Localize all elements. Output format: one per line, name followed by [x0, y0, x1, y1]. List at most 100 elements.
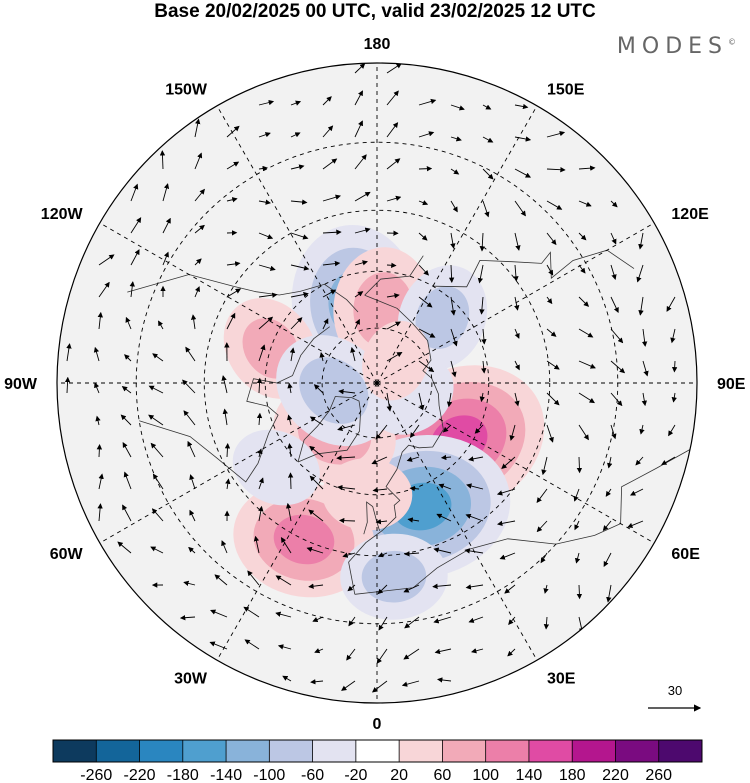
wind-vector — [418, 264, 430, 276]
wind-vector — [641, 328, 648, 347]
wind-vector — [338, 388, 356, 395]
wind-vector — [378, 616, 388, 631]
colorbar-tick-label: -260 — [80, 767, 112, 783]
wind-vector — [507, 648, 516, 657]
wind-vector — [151, 508, 164, 522]
wind-vector — [277, 644, 292, 650]
wind-vector — [576, 584, 583, 600]
wind-vector — [418, 131, 435, 138]
wind-vector — [404, 551, 420, 557]
wind-vector — [290, 199, 308, 205]
wind-vector — [258, 316, 274, 330]
wind-vector — [221, 540, 228, 554]
wind-vector — [450, 168, 460, 175]
wind-vector — [481, 328, 487, 345]
wind-vector — [194, 152, 203, 170]
wind-vector — [386, 262, 397, 268]
wind-vector — [573, 488, 580, 502]
colorbar: -260 -220 -180 -140 -100 -60 -20 20 60 100 140 180 2… — [52, 739, 703, 783]
wind-vector — [610, 264, 617, 280]
wind-vector — [546, 232, 557, 246]
wind-vector — [377, 584, 388, 595]
wind-vector — [436, 513, 452, 522]
wind-vector — [386, 63, 402, 74]
wind-vector — [183, 410, 196, 426]
wind-vector — [574, 552, 581, 564]
longitude-label: 180 — [364, 36, 391, 53]
wind-vector — [450, 136, 462, 142]
wind-vector — [546, 328, 557, 337]
colorbar-tick-label: -60 — [301, 767, 324, 783]
coastline — [348, 294, 444, 595]
wind-vector — [578, 264, 586, 274]
wind-vector — [123, 471, 132, 490]
wind-vector — [574, 520, 580, 531]
wind-vector — [437, 677, 452, 683]
colorbar-tick-label: 260 — [645, 767, 672, 783]
wind-vector — [308, 509, 324, 522]
anomaly-contour — [299, 357, 369, 424]
wind-vector — [66, 343, 72, 362]
wind-vector — [209, 641, 228, 650]
wind-vector — [337, 484, 356, 491]
wind-vector — [125, 316, 132, 330]
wind-vector — [148, 385, 164, 394]
wind-vector — [98, 254, 115, 266]
wind-vector — [418, 296, 433, 308]
wind-vector — [371, 680, 388, 693]
wind-vector — [450, 360, 457, 378]
wind-vector — [635, 456, 644, 466]
wind-vector — [482, 168, 494, 180]
wind-vector — [403, 648, 420, 660]
colorbar-tick-label: -140 — [210, 767, 242, 783]
colorbar-swatch — [53, 740, 97, 762]
wind-vector — [122, 442, 132, 458]
wind-vector — [121, 386, 132, 394]
wind-vector — [536, 520, 548, 533]
reference-vector: 30 — [648, 683, 702, 712]
colorbar-swatch — [658, 740, 703, 762]
wind-vector — [258, 292, 278, 298]
wind-vector — [671, 392, 677, 403]
reference-vector-label: 30 — [668, 683, 682, 698]
wind-vector — [285, 502, 292, 522]
wind-vector — [479, 232, 485, 252]
wind-vector — [450, 328, 458, 347]
map-boundary — [56, 62, 698, 704]
wind-vector — [350, 347, 356, 362]
colorbar-swatch — [399, 740, 443, 762]
wind-vector — [280, 537, 292, 554]
wind-vector — [407, 517, 420, 523]
wind-vector — [514, 328, 520, 339]
wind-vector — [418, 392, 425, 411]
wind-vector — [210, 609, 228, 618]
wind-vector — [375, 519, 388, 525]
wind-vector — [450, 200, 458, 213]
longitude-label: 120E — [671, 206, 709, 223]
wind-vector — [438, 483, 452, 490]
wind-vector — [440, 454, 452, 461]
longitude-label: 60W — [50, 546, 84, 563]
wind-vector — [258, 99, 275, 106]
wind-vector — [610, 200, 618, 208]
wind-vector — [97, 311, 103, 330]
wind-vector — [468, 616, 484, 623]
wind-vector — [610, 328, 624, 344]
latitude-circle — [264, 270, 490, 496]
wind-vector — [97, 503, 103, 522]
wind-vector — [546, 296, 553, 305]
wind-vector — [308, 583, 324, 589]
wind-vector — [670, 328, 676, 344]
wind-vector — [354, 291, 364, 298]
wind-vector — [290, 100, 302, 106]
wind-vector — [540, 552, 548, 564]
wind-vector — [638, 296, 644, 316]
colorbar-tick-label: -20 — [344, 767, 367, 783]
wind-vector — [129, 281, 135, 298]
wind-vector — [322, 229, 342, 235]
wind-vector — [290, 232, 309, 240]
colorbar-tick-label: 20 — [390, 767, 408, 783]
wind-vector — [354, 260, 368, 266]
wind-vector — [309, 416, 324, 426]
colorbar-tick-label: 140 — [516, 767, 543, 783]
